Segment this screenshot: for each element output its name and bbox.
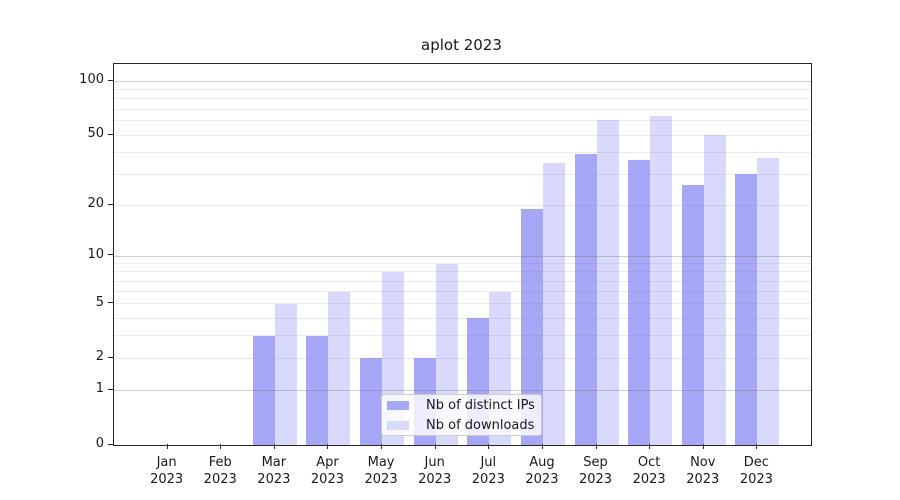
y-gridline-minor [114, 357, 811, 359]
legend-item-distinct-ips: Nb of distinct IPs [387, 396, 541, 415]
x-tick-mark [756, 444, 758, 449]
y-gridline-major [114, 255, 811, 257]
x-tick-mark [434, 444, 436, 449]
bar-oct-distinct-ips [628, 160, 651, 445]
x-tick-label: Feb 2023 [203, 455, 237, 487]
bar-dec-distinct-ips [735, 174, 758, 445]
y-gridline-minor [114, 88, 811, 90]
bar-dec-downloads [757, 158, 780, 445]
y-gridline-major [114, 80, 811, 82]
bar-nov-distinct-ips [681, 185, 704, 445]
y-tick-label: 20 [87, 196, 104, 212]
chart-title: aplot 2023 [421, 36, 502, 54]
y-tick-label: 1 [95, 381, 104, 397]
x-tick-mark [327, 444, 329, 449]
y-gridline-minor [114, 134, 811, 136]
x-tick-mark [595, 444, 597, 449]
x-tick-mark [273, 444, 275, 449]
x-tick-label: Apr 2023 [310, 455, 344, 487]
y-tick-mark [108, 133, 113, 135]
y-tick-label: 0 [95, 436, 104, 451]
x-tick-mark [541, 444, 543, 449]
x-tick-mark [649, 444, 651, 449]
legend-swatch-downloads [387, 420, 409, 430]
x-tick-label: Oct 2023 [632, 455, 666, 487]
y-gridline-minor [114, 173, 811, 175]
bar-apr-distinct-ips [306, 335, 329, 445]
y-gridline-minor [114, 335, 811, 337]
y-tick-mark [108, 388, 113, 390]
y-gridline-minor [114, 291, 811, 293]
x-tick-label: Nov 2023 [686, 455, 720, 487]
y-gridline-minor [114, 271, 811, 273]
bar-mar-distinct-ips [252, 335, 275, 445]
x-tick-label: Jun 2023 [418, 455, 452, 487]
x-tick-mark [220, 444, 222, 449]
x-tick-mark [488, 444, 490, 449]
legend-swatch-distinct-ips [387, 400, 409, 410]
y-gridline-minor [114, 108, 811, 110]
x-tick-label: May 2023 [364, 455, 398, 487]
y-tick-label: 10 [87, 246, 104, 262]
y-gridline-minor [114, 204, 811, 206]
y-gridline-minor [114, 263, 811, 264]
bar-oct-downloads [650, 115, 673, 445]
y-gridline-minor [114, 303, 811, 305]
bar-sep-downloads [596, 119, 619, 445]
legend-label-downloads: Nb of downloads [426, 417, 535, 433]
x-tick-mark [381, 444, 383, 449]
y-gridline-minor [114, 280, 811, 282]
y-tick-label: 2 [95, 349, 104, 365]
x-tick-label: Dec 2023 [739, 455, 773, 487]
y-gridline-minor [114, 98, 811, 100]
bar-apr-downloads [328, 291, 351, 445]
legend-label-distinct-ips: Nb of distinct IPs [426, 397, 535, 413]
x-tick-label: Mar 2023 [257, 455, 291, 487]
x-tick-mark [166, 444, 168, 449]
legend-item-downloads: Nb of downloads [387, 416, 541, 435]
bar-sep-distinct-ips [574, 154, 597, 445]
bar-aug-downloads [542, 162, 565, 445]
y-tick-mark [108, 254, 113, 256]
y-tick-label: 50 [87, 126, 104, 142]
x-tick-mark [702, 444, 704, 449]
bar-may-distinct-ips [360, 358, 383, 445]
x-tick-label: Jul 2023 [471, 455, 505, 487]
y-tick-mark [108, 79, 113, 81]
x-tick-label: Sep 2023 [578, 455, 613, 487]
bar-nov-downloads [703, 135, 726, 445]
y-tick-mark [108, 302, 113, 304]
y-gridline-minor [114, 151, 811, 153]
y-tick-label: 100 [79, 72, 104, 88]
y-tick-label: 5 [95, 294, 104, 310]
plot-area [113, 63, 812, 446]
y-tick-mark [108, 203, 113, 205]
bar-mar-downloads [274, 303, 297, 445]
bar-aug-distinct-ips [520, 208, 543, 445]
y-gridline-minor [114, 317, 811, 319]
x-tick-label: Jan 2023 [150, 455, 184, 487]
y-gridline-major [114, 389, 811, 391]
y-tick-mark [108, 356, 113, 358]
x-tick-label: Aug 2023 [525, 455, 559, 487]
y-gridline-minor [114, 120, 811, 122]
legend: Nb of distinct IPs Nb of downloads [381, 394, 542, 436]
y-tick-mark [108, 443, 113, 445]
